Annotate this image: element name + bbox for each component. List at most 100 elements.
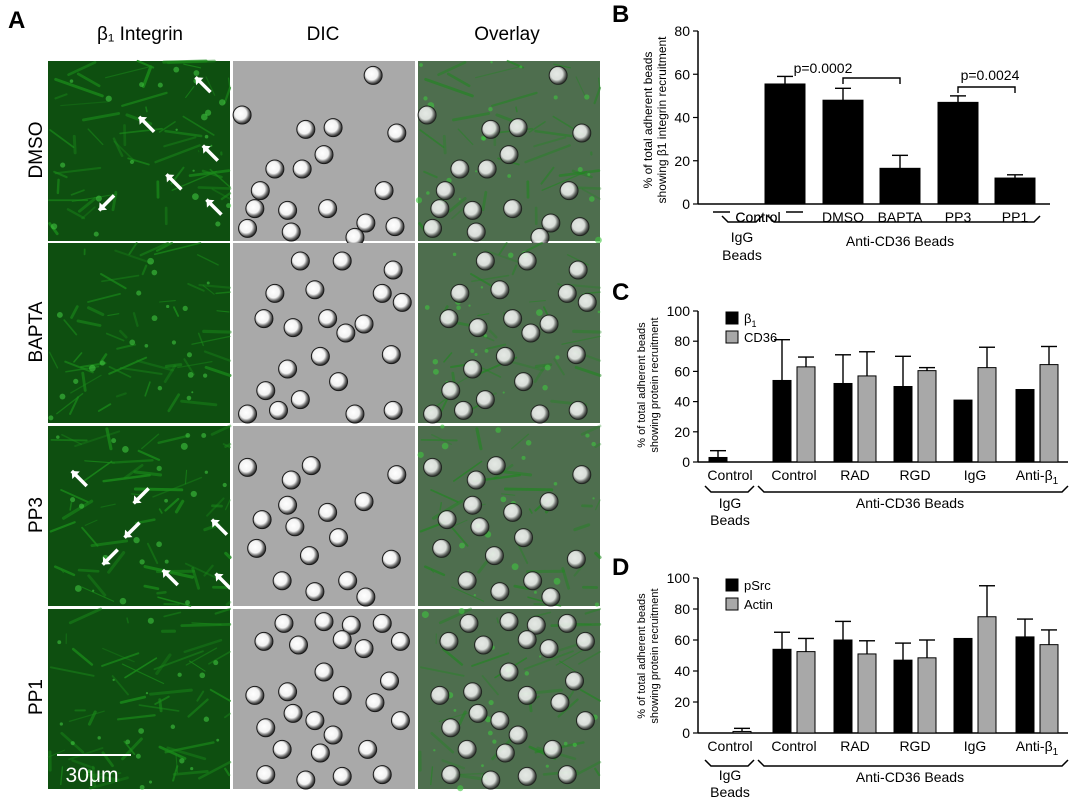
bead [387,465,407,485]
fluorescence-speck [539,655,542,658]
bead [278,682,298,702]
micrograph-background [48,426,230,606]
actin-fiber [423,170,438,179]
y-tick-label: 80 [674,333,690,349]
x-tick-label: Control [771,738,816,754]
actin-fiber [70,305,79,319]
actin-fiber [471,274,510,283]
actin-fiber [197,186,232,190]
bead [252,510,272,530]
bar [879,167,921,205]
fluorescence-speck [432,358,439,365]
bead [245,199,265,219]
actin-fiber [77,197,97,213]
bead [256,381,276,401]
bar [1015,636,1035,734]
panel-c-group-cd36: Anti-CD36 Beads [856,495,964,511]
legend-label: β1 [744,311,757,329]
actin-fiber [163,611,182,618]
fluorescence-speck [426,191,430,195]
bead [474,635,494,655]
bead [310,346,330,366]
fluorescence-speck [59,722,63,726]
bead [468,703,488,723]
bead [336,323,356,343]
actin-fiber [211,188,231,200]
fluorescence-speck [166,304,170,309]
x-tick-label: Control [707,738,752,754]
fluorescence-texture [48,241,232,421]
column-header-integrin: β₁ Integrin [97,24,183,45]
fluorescence-speck [519,65,523,69]
bead [278,359,298,379]
actin-fiber [225,600,232,606]
bead [572,465,592,485]
bead [392,292,412,312]
actin-fiber [71,759,96,770]
fluorescence-speck [553,482,558,486]
bead [477,159,497,179]
actin-fiber [491,91,538,107]
y-tick-label: 60 [674,632,690,648]
actin-fiber [123,463,144,480]
bar [893,386,913,463]
bead [508,118,528,138]
actin-fiber [87,306,105,316]
bead [289,635,309,655]
arrow-icon [201,144,220,162]
actin-fiber [141,264,148,276]
actin-fiber [484,249,523,265]
fluorescence-speck [129,159,135,165]
bead [526,615,546,635]
chart-d: 0 20 40 60 80 100 Control Control RAD RGD IgG Anti-… [667,570,1068,758]
fluorescence-speck [222,482,227,488]
bead [441,765,461,785]
actin-fiber [528,508,533,514]
fluorescence-speck [441,442,449,450]
actin-fiber [185,86,195,98]
bead [463,359,483,379]
actin-fiber [224,712,231,719]
actin-fiber [157,596,192,607]
bead [345,404,365,424]
row-label-pp3: PP3 [26,497,47,533]
fluorescence-speck [133,537,140,544]
bead [283,318,303,338]
panel-c-label: C [612,279,629,306]
fluorescence-speck [591,441,596,447]
actin-fiber [87,710,97,726]
actin-fiber [594,442,602,448]
fluorescence-speck [201,432,207,438]
x-tick-label: RGD [899,467,930,483]
actin-fiber [210,424,232,436]
bead [292,159,312,179]
x-tick-label: Anti-β1 [1016,738,1059,758]
actin-fiber [69,502,73,511]
actin-fiber [224,551,232,560]
actin-fiber [146,542,159,565]
actin-fiber [183,638,223,654]
actin-fiber [49,666,95,677]
actin-fiber [184,469,188,485]
panel-d-ylabel-1: % of total adherent beads [636,593,648,719]
fluorescence-speck [215,221,221,227]
fluorescence-speck [481,136,486,141]
y-tick-label: 100 [667,570,691,586]
actin-fiber [54,166,102,175]
bead [490,280,510,300]
bead [539,492,559,512]
y-tick-label: 0 [682,725,690,741]
fluorescence-speck [203,716,210,722]
actin-fiber [56,178,60,195]
actin-fiber [423,565,446,577]
fluorescence-speck [164,559,169,564]
panel-c: C % of total adherent beads showing prot… [612,279,1069,528]
actin-fiber [180,623,232,627]
actin-fiber [451,206,466,220]
bead [503,309,523,329]
fluorescence-speck [487,730,493,736]
bead [423,404,443,424]
bead [314,612,334,632]
actin-fiber [68,747,104,761]
